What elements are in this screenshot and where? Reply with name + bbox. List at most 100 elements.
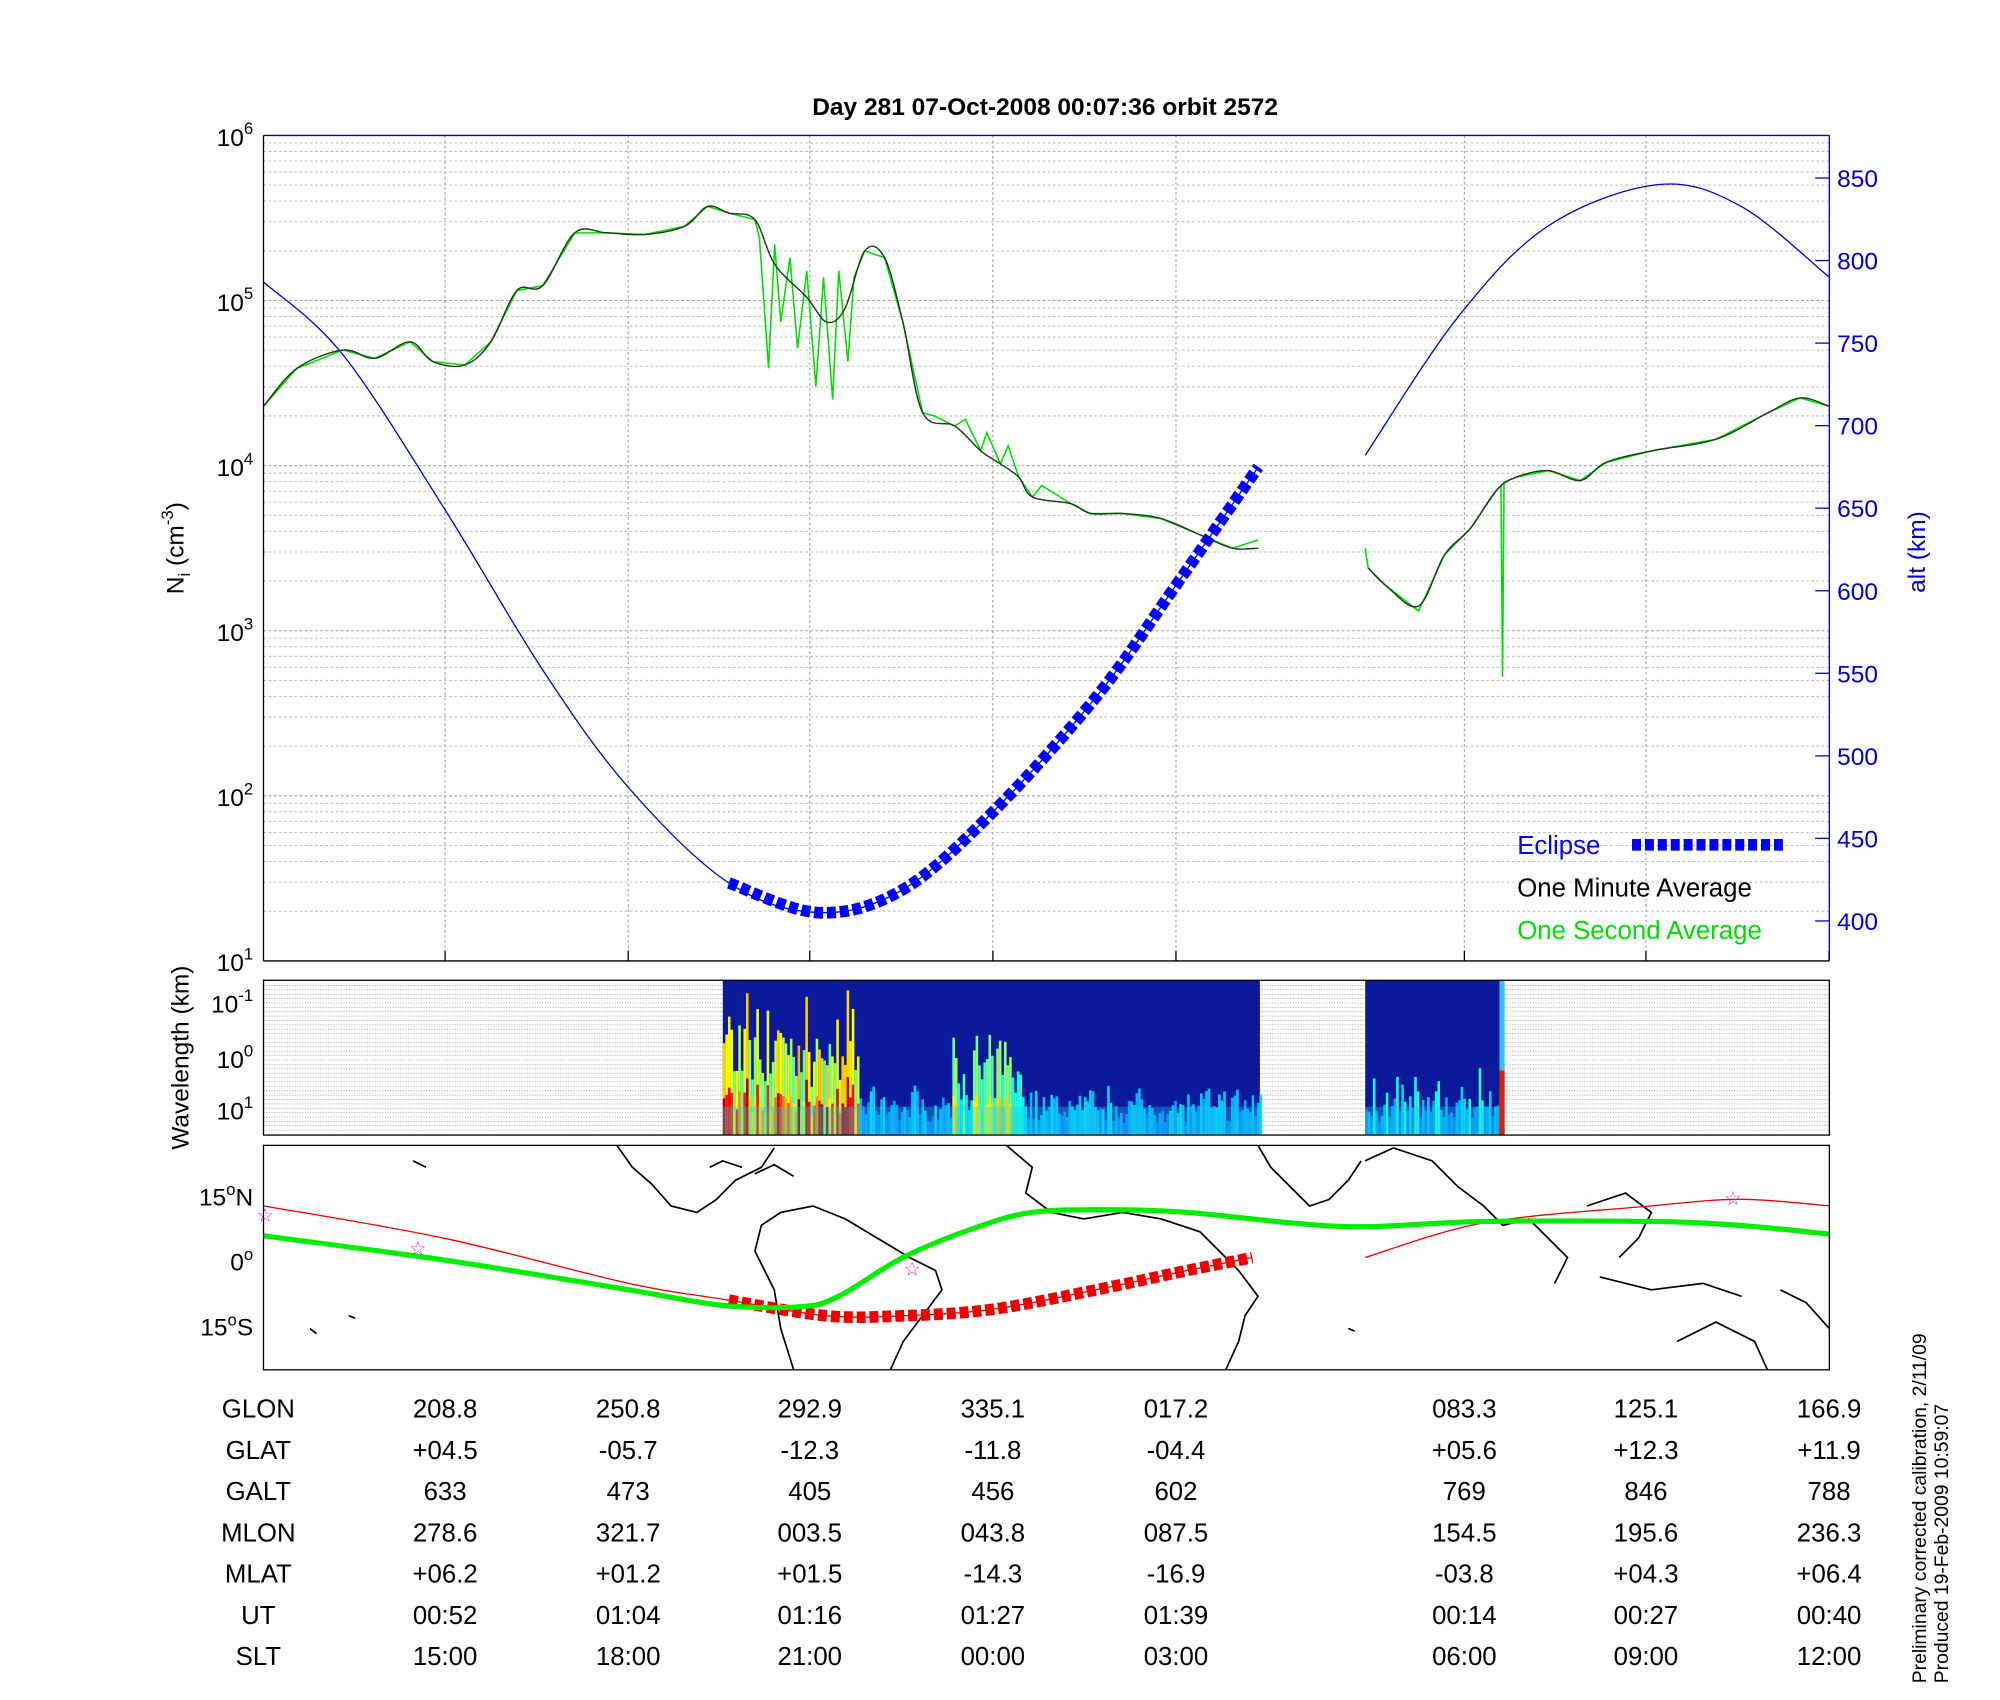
table-cell: 236.3 <box>1797 1519 1862 1547</box>
spectrogram-column <box>872 1086 875 1136</box>
spectrogram-column <box>1068 1100 1072 1136</box>
table-cell: -05.7 <box>599 1437 658 1465</box>
table-row-label: GLON <box>222 1396 295 1424</box>
footer-line-1: Preliminary corrected calibration, 2/11/… <box>1909 1333 1931 1683</box>
spectrogram-column <box>1427 1097 1430 1136</box>
spectrogram-column <box>1022 1097 1025 1136</box>
star-marker-icon: ☆ <box>903 1259 920 1281</box>
table-cell: 633 <box>424 1478 467 1506</box>
wavelength-tick-label: 10-1 <box>211 986 253 1019</box>
footer-line-2: Produced 19-Feb-2009 10:59:07 <box>1931 1404 1953 1683</box>
spectrogram-column <box>815 1038 819 1136</box>
spectrogram-column <box>1442 1117 1446 1136</box>
spectrogram-column <box>1470 1117 1474 1136</box>
spectrogram-column <box>1083 1097 1087 1136</box>
table-row-label: MLAT <box>225 1561 292 1589</box>
spectrogram-column <box>890 1104 894 1136</box>
spectrogram-column <box>916 1091 919 1136</box>
spectrogram-column <box>1076 1104 1079 1136</box>
spectrogram-column <box>1132 1104 1136 1136</box>
spectrogram-column <box>859 1098 863 1136</box>
spectrogram-column <box>733 1109 736 1136</box>
spectrogram-column <box>1388 1116 1391 1136</box>
spectrogram-column <box>1476 1106 1479 1136</box>
spectrogram-column <box>1205 1091 1208 1136</box>
spectrogram-column <box>1434 1091 1438 1136</box>
spectrogram-column <box>828 1043 832 1136</box>
spectrogram-column <box>1181 1105 1185 1136</box>
spectrogram-column <box>991 1055 994 1136</box>
legend-label: Eclipse <box>1517 832 1600 860</box>
spectrogram-column <box>905 1109 909 1136</box>
spectrogram-column <box>1218 1094 1221 1136</box>
spectrogram-column <box>1403 1101 1407 1136</box>
spectrogram-column <box>758 1059 762 1136</box>
spectrogram-column <box>856 1103 860 1136</box>
spectrogram-column <box>1445 1097 1448 1136</box>
spectrogram-column <box>939 1108 943 1136</box>
spectrogram-column <box>1465 1108 1469 1136</box>
spectrogram-column <box>766 1085 770 1136</box>
spectrogram-column <box>764 1081 767 1136</box>
y2-tick-label: 400 <box>1837 909 1878 936</box>
table-cell: 788 <box>1808 1478 1851 1506</box>
spectrogram-column <box>1040 1115 1043 1136</box>
spectrogram-column <box>887 1111 891 1136</box>
table-cell: 154.5 <box>1432 1519 1497 1547</box>
spectrogram-column <box>1138 1088 1141 1136</box>
spectrogram-column <box>774 1097 777 1136</box>
spectrogram-column <box>991 1103 994 1136</box>
spectrogram-column <box>1197 1105 1201 1136</box>
table-cell: +01.5 <box>777 1561 842 1589</box>
spectrogram-column <box>1011 1077 1015 1136</box>
magnetic-equator-line <box>263 1207 1830 1311</box>
spectrogram-column <box>1096 1110 1100 1136</box>
spectrogram-column <box>818 1049 821 1136</box>
y-tick-label: 102 <box>217 780 254 813</box>
table-row-label: UT <box>241 1602 276 1630</box>
spectrogram-column <box>753 1037 757 1136</box>
table-cell: 456 <box>971 1478 1014 1506</box>
spectrogram-column <box>735 1070 739 1136</box>
spectrogram-column <box>965 1095 968 1136</box>
spectrogram-column <box>810 1086 814 1136</box>
spectrogram-column <box>1238 1112 1242 1136</box>
table-cell: 292.9 <box>778 1396 843 1424</box>
spectrogram-column <box>1174 1100 1177 1136</box>
table-cell: 00:14 <box>1432 1602 1497 1630</box>
table-cell: 335.1 <box>961 1396 1026 1424</box>
spectrogram-column <box>913 1085 917 1136</box>
legend: Eclipse One Minute Average One Second Aver… <box>1517 832 1783 945</box>
spectrogram-column <box>753 1096 757 1136</box>
spectrogram-column <box>1029 1092 1033 1136</box>
spectrogram-column <box>1148 1104 1152 1136</box>
spectrogram-column <box>880 1099 883 1136</box>
altitude-y-label: alt (km) <box>1904 511 1931 593</box>
spectrogram-column <box>758 1104 762 1136</box>
spectrogram-column <box>1094 1107 1097 1136</box>
spectrogram-column <box>1003 1041 1007 1136</box>
spectrogram-column <box>771 1062 775 1136</box>
table-cell: 846 <box>1624 1478 1667 1506</box>
spectrogram-column <box>942 1097 945 1136</box>
spectrogram-column <box>975 1035 979 1136</box>
spectrogram-column <box>996 1048 999 1136</box>
table-cell: -11.8 <box>964 1437 1021 1465</box>
spectrogram-column <box>993 1098 997 1136</box>
spectrogram-column <box>1473 1107 1477 1136</box>
spectrogram-column <box>828 1098 832 1136</box>
spectrogram-column <box>934 1105 937 1136</box>
table-cell: 321.7 <box>596 1519 661 1547</box>
spectrogram-column <box>998 1097 1002 1136</box>
spectrogram-column <box>1176 1112 1180 1136</box>
spectrogram-column <box>1491 1116 1495 1136</box>
spectrogram-column <box>924 1110 927 1136</box>
spectrogram-column <box>813 1061 816 1136</box>
spectrogram-column <box>949 1117 953 1136</box>
spectrogram-column <box>978 1107 981 1136</box>
y2-tick-label: 650 <box>1837 496 1878 523</box>
table-cell: +01.2 <box>596 1561 661 1589</box>
spectrogram-column <box>1398 1111 1402 1136</box>
spectrogram-column <box>980 1079 984 1136</box>
table-row-label: SLT <box>236 1643 282 1671</box>
